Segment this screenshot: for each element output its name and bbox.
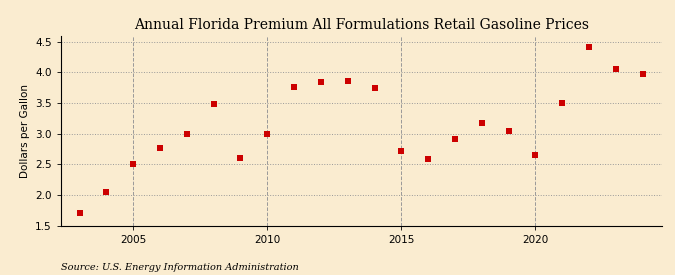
Point — [584, 45, 595, 50]
Point — [315, 80, 326, 84]
Point — [477, 120, 487, 125]
Point — [450, 137, 460, 141]
Y-axis label: Dollars per Gallon: Dollars per Gallon — [20, 84, 30, 178]
Point — [530, 153, 541, 157]
Point — [342, 79, 353, 83]
Point — [396, 148, 407, 153]
Point — [235, 156, 246, 160]
Text: Source: U.S. Energy Information Administration: Source: U.S. Energy Information Administ… — [61, 263, 298, 272]
Point — [155, 145, 165, 150]
Point — [74, 211, 85, 215]
Point — [369, 86, 380, 90]
Title: Annual Florida Premium All Formulations Retail Gasoline Prices: Annual Florida Premium All Formulations … — [134, 18, 589, 32]
Point — [128, 162, 138, 166]
Point — [637, 72, 648, 76]
Point — [557, 101, 568, 105]
Point — [610, 67, 621, 71]
Point — [262, 131, 273, 136]
Point — [289, 85, 300, 89]
Point — [504, 128, 514, 133]
Point — [182, 131, 192, 136]
Point — [423, 156, 433, 161]
Point — [208, 101, 219, 106]
Point — [101, 190, 112, 194]
